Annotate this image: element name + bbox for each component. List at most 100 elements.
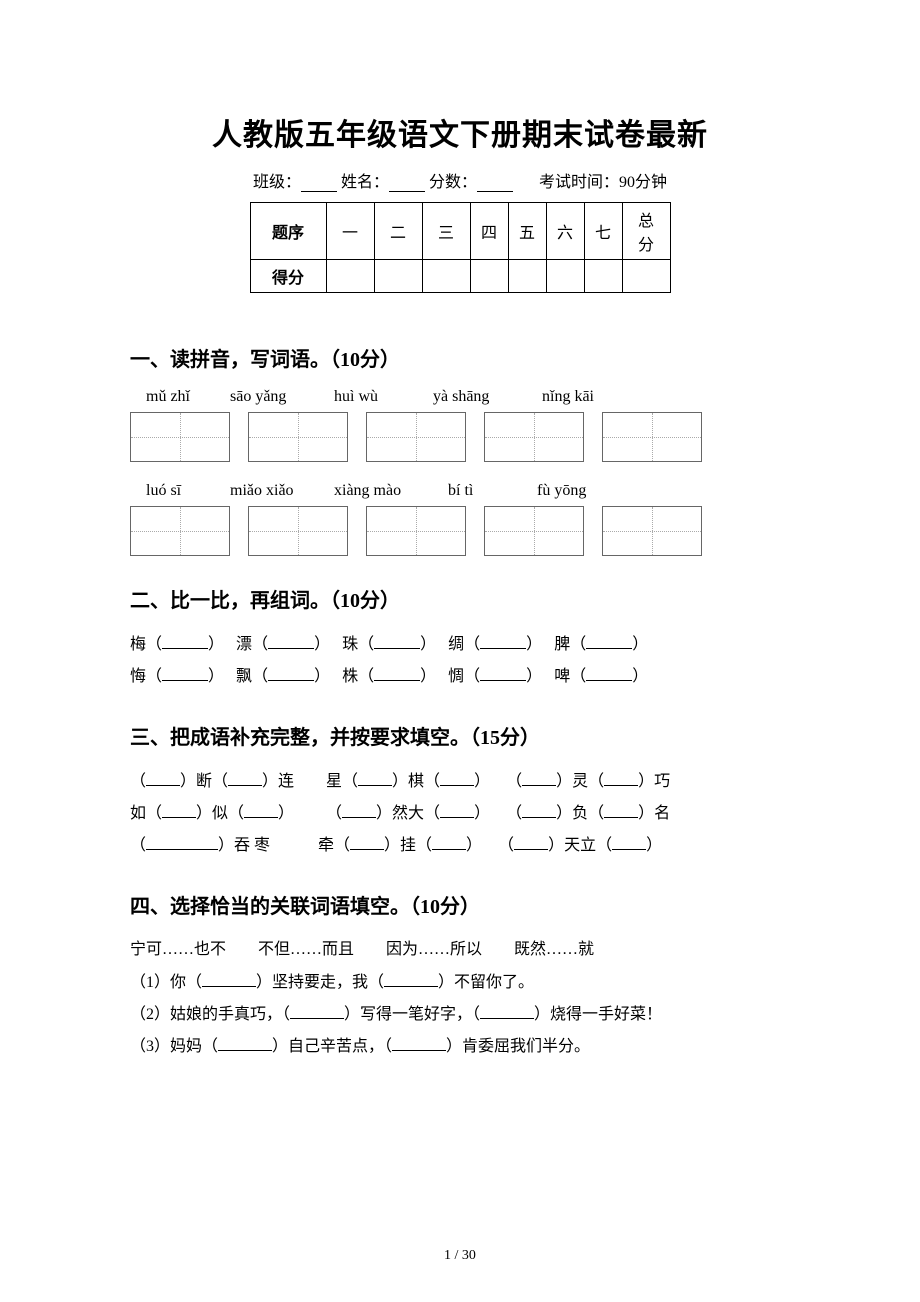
blank[interactable]	[612, 836, 646, 850]
blank[interactable]	[392, 1037, 446, 1051]
blank[interactable]	[244, 804, 278, 818]
q4-item: （3）妈妈（）自己辛苦点，（）肯委屈我们半分。	[130, 1031, 790, 1063]
char-box[interactable]	[602, 506, 702, 556]
q4-item: （2）姑娘的手真巧，（）写得一笔好字，（）烧得一手好菜！	[130, 999, 790, 1031]
blank[interactable]	[268, 667, 314, 681]
score-cell[interactable]	[422, 260, 470, 293]
blank[interactable]	[374, 635, 420, 649]
pinyin-item: luó sī	[146, 482, 226, 500]
answer-boxes-row	[130, 412, 790, 462]
table-header-first: 题序	[250, 203, 326, 260]
table-col: 二	[374, 203, 422, 260]
score-cell[interactable]	[584, 260, 622, 293]
table-col: 三	[422, 203, 470, 260]
score-label: 分数：	[429, 174, 477, 191]
pinyin-item: miǎo xiǎo	[230, 482, 330, 500]
q4-item: （1）你（）坚持要走，我（）不留你了。	[130, 967, 790, 999]
score-cell[interactable]	[326, 260, 374, 293]
idiom-row: 如（）似（） （）然大（） （）负（）名	[130, 798, 790, 830]
blank[interactable]	[586, 667, 632, 681]
blank[interactable]	[604, 772, 638, 786]
pinyin-row-2: luó sī miǎo xiǎo xiàng mào bí tì fù yōng	[146, 482, 790, 500]
score-cell[interactable]	[470, 260, 508, 293]
blank[interactable]	[268, 635, 314, 649]
blank[interactable]	[514, 836, 548, 850]
compare-row: 悔（） 飘（） 株（） 惆（） 啤（）	[130, 661, 790, 693]
char: 梅	[130, 636, 146, 653]
char-box[interactable]	[484, 506, 584, 556]
blank[interactable]	[440, 772, 474, 786]
student-info-line: 班级： 姓名： 分数： 考试时间：90分钟	[130, 168, 790, 192]
score-cell[interactable]	[622, 260, 670, 293]
blank[interactable]	[218, 1037, 272, 1051]
blank[interactable]	[384, 973, 438, 987]
section4-title: 四、选择恰当的关联词语填空。（10分）	[130, 890, 790, 919]
char: 惆	[448, 668, 464, 685]
blank[interactable]	[522, 772, 556, 786]
blank[interactable]	[146, 836, 218, 850]
section3-content: （）断（）连 星（）棋（） （）灵（）巧 如（）似（） （）然大（） （）负（）…	[130, 766, 790, 862]
blank[interactable]	[162, 635, 208, 649]
blank[interactable]	[146, 772, 180, 786]
blank[interactable]	[228, 772, 262, 786]
conjunction-options: 宁可……也不 不但……而且 因为……所以 既然……就	[130, 935, 790, 959]
table-col: 六	[546, 203, 584, 260]
blank[interactable]	[162, 667, 208, 681]
blank[interactable]	[202, 973, 256, 987]
score-blank[interactable]	[477, 176, 513, 192]
char-box[interactable]	[248, 506, 348, 556]
char-box[interactable]	[602, 412, 702, 462]
name-blank[interactable]	[389, 176, 425, 192]
blank[interactable]	[358, 772, 392, 786]
char: 绸	[448, 636, 464, 653]
pinyin-row-1: mǔ zhǐ sāo yǎng huì wù yà shāng nǐng kāi	[146, 388, 790, 406]
blank[interactable]	[480, 1005, 534, 1019]
blank[interactable]	[480, 667, 526, 681]
char-box[interactable]	[130, 506, 230, 556]
idiom-row: （）吞 枣 牵（）挂（） （）天立（）	[130, 830, 790, 862]
char-box[interactable]	[130, 412, 230, 462]
blank[interactable]	[342, 804, 376, 818]
table-row-label: 得分	[250, 260, 326, 293]
char: 株	[342, 668, 358, 685]
blank[interactable]	[522, 804, 556, 818]
blank[interactable]	[162, 804, 196, 818]
name-label: 姓名：	[341, 174, 389, 191]
class-blank[interactable]	[301, 176, 337, 192]
char: 飘	[236, 668, 252, 685]
char-box[interactable]	[484, 412, 584, 462]
answer-boxes-row	[130, 506, 790, 556]
blank[interactable]	[374, 667, 420, 681]
pinyin-item: sāo yǎng	[230, 388, 330, 406]
class-label: 班级：	[253, 174, 301, 191]
score-table: 题序 一 二 三 四 五 六 七 总分 得分	[250, 202, 671, 293]
blank[interactable]	[586, 635, 632, 649]
char-box[interactable]	[366, 506, 466, 556]
pinyin-item: nǐng kāi	[542, 388, 594, 406]
score-cell[interactable]	[546, 260, 584, 293]
score-cell[interactable]	[508, 260, 546, 293]
section4-content: （1）你（）坚持要走，我（）不留你了。 （2）姑娘的手真巧，（）写得一笔好字，（…	[130, 967, 790, 1063]
score-cell[interactable]	[374, 260, 422, 293]
table-col: 总分	[622, 203, 670, 260]
blank[interactable]	[604, 804, 638, 818]
char-box[interactable]	[366, 412, 466, 462]
pinyin-item: mǔ zhǐ	[146, 388, 226, 406]
section2-content: 梅（） 漂（） 珠（） 绸（） 脾（） 悔（） 飘（） 株（） 惆（） 啤（）	[130, 629, 790, 693]
table-col: 五	[508, 203, 546, 260]
blank[interactable]	[432, 836, 466, 850]
char: 脾	[554, 636, 570, 653]
char: 啤	[554, 668, 570, 685]
section3-title: 三、把成语补充完整，并按要求填空。（15分）	[130, 721, 790, 750]
char: 漂	[236, 636, 252, 653]
blank[interactable]	[480, 635, 526, 649]
pinyin-item: fù yōng	[537, 482, 586, 500]
blank[interactable]	[290, 1005, 344, 1019]
pinyin-item: huì wù	[334, 388, 429, 406]
char-box[interactable]	[248, 412, 348, 462]
section2-title: 二、比一比，再组词。（10分）	[130, 584, 790, 613]
idiom-row: （）断（）连 星（）棋（） （）灵（）巧	[130, 766, 790, 798]
blank[interactable]	[440, 804, 474, 818]
blank[interactable]	[350, 836, 384, 850]
table-col: 一	[326, 203, 374, 260]
